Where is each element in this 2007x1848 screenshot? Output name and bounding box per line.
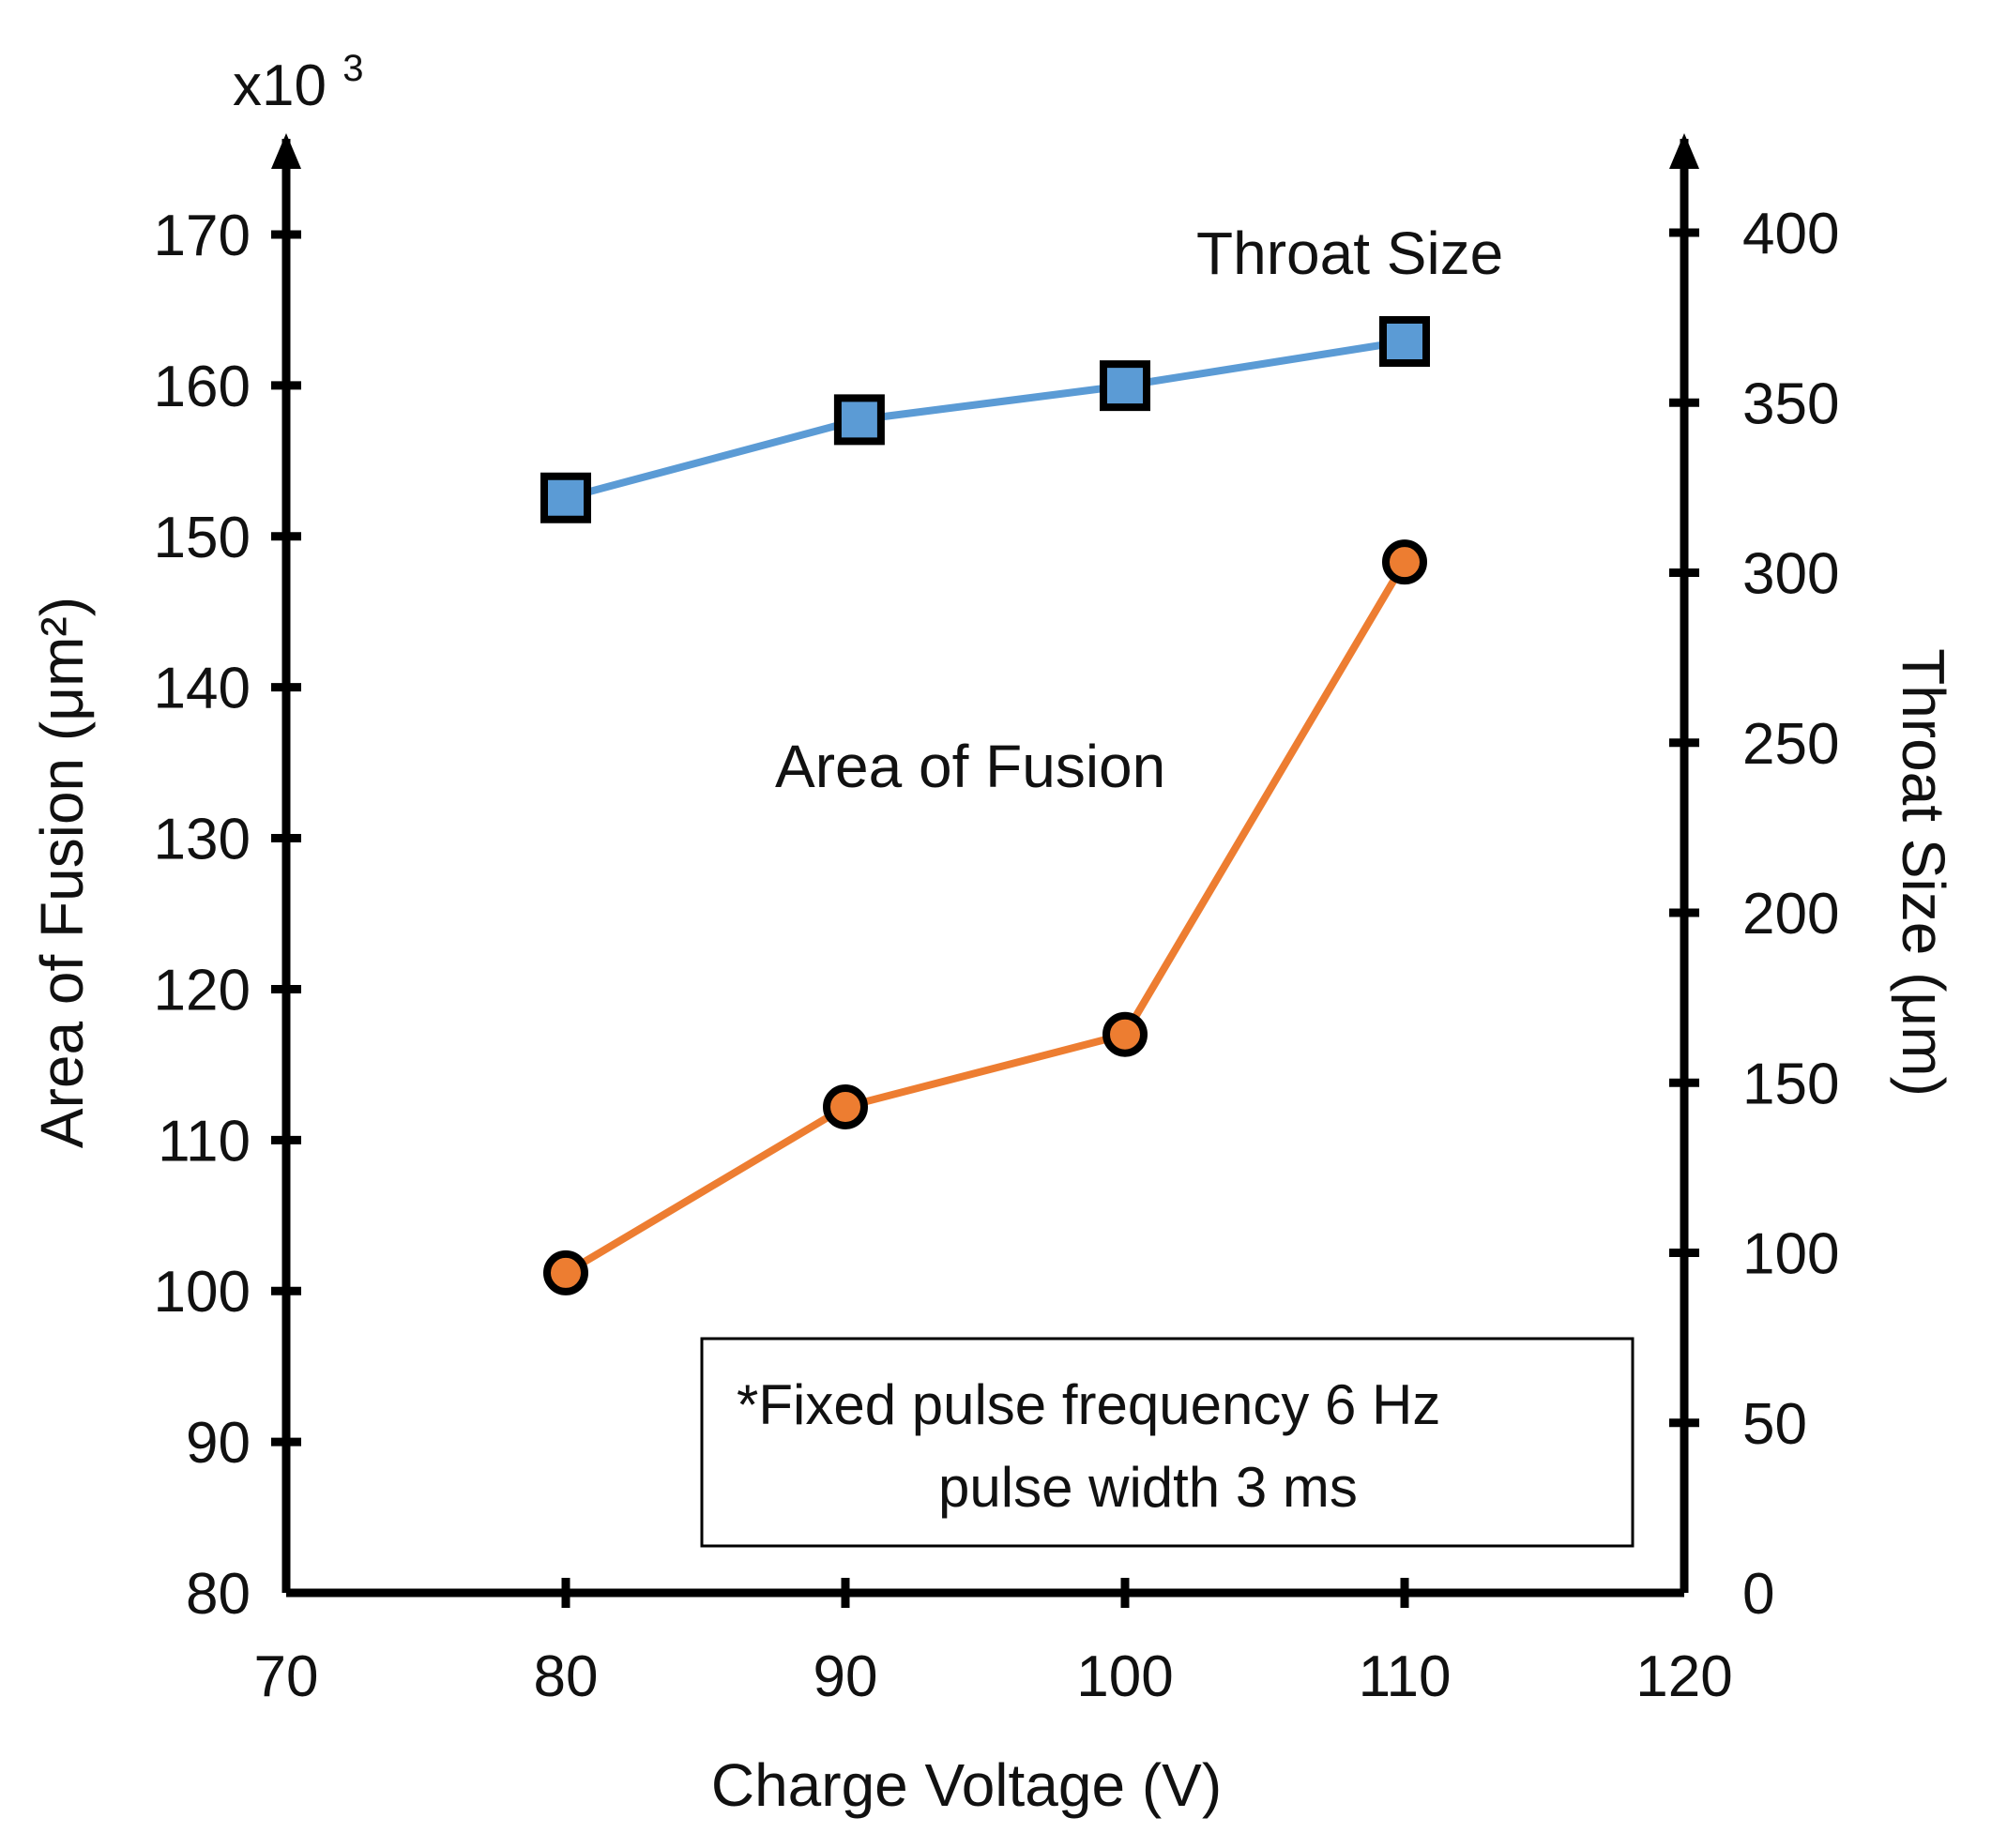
left-y-tick-label: 120 [154, 958, 251, 1022]
left-y-axis-arrow [271, 133, 301, 169]
right-y-ticks-group: 0 50 100 150 200 250 300 350 400 [1669, 202, 1839, 1627]
x-ticks-group: 70 80 90 100 110 120 [254, 1578, 1733, 1709]
x-tick-label: 70 [254, 1644, 319, 1709]
right-y-tick-label: 150 [1742, 1052, 1839, 1116]
throat-size-point [1100, 360, 1150, 412]
right-y-tick-label: 350 [1742, 371, 1839, 436]
right-y-tick-label: 200 [1742, 882, 1839, 947]
x-axis-title: Charge Voltage (V) [711, 1751, 1222, 1819]
right-y-tick-label: 50 [1742, 1392, 1807, 1457]
annotation-box: *Fixed pulse frequency 6 Hz pulse width … [700, 1337, 1634, 1548]
x-tick-label: 90 [813, 1644, 878, 1709]
throat-size-point [540, 472, 591, 523]
right-y-tick-label: 300 [1742, 542, 1839, 607]
left-y-tick-label: 90 [186, 1411, 251, 1476]
area-of-fusion-point [823, 1083, 868, 1129]
throat-size-line [564, 338, 1406, 502]
x-tick-label: 110 [1359, 1644, 1452, 1709]
left-y-tick-label: 160 [154, 355, 251, 419]
right-y-tick-label: 100 [1742, 1222, 1839, 1287]
left-y-tick-label: 170 [154, 204, 251, 268]
x-tick-label: 80 [534, 1644, 599, 1709]
throat-size-point [1379, 316, 1430, 367]
left-y-tick-label: 140 [154, 657, 251, 721]
left-y-axis-title: Area of Fusion (μm²) [28, 597, 96, 1148]
area-of-fusion-point [1382, 539, 1427, 585]
left-y-tick-label: 100 [154, 1260, 251, 1325]
x-tick-label: 100 [1076, 1644, 1173, 1709]
left-y-tick-label: 150 [154, 506, 251, 570]
annotation-border [700, 1337, 1634, 1548]
annotation-line-1: *Fixed pulse frequency 6 Hz [737, 1373, 1440, 1436]
left-y-tick-label: 80 [186, 1562, 251, 1627]
right-y-tick-label: 400 [1742, 202, 1839, 266]
left-y-tick-label: 130 [154, 808, 251, 872]
axes-group [271, 133, 1699, 1598]
right-y-tick-label: 250 [1742, 712, 1839, 777]
area-of-fusion-series-label: Area of Fusion [775, 733, 1165, 800]
left-y-ticks-group: 80 90 100 110 120 130 140 150 160 170 [154, 204, 301, 1627]
y-axis-multiplier-exponent: 3 [342, 48, 363, 89]
area-of-fusion-point [1102, 1011, 1148, 1057]
left-y-tick-label: 110 [158, 1109, 251, 1174]
x-tick-label: 120 [1635, 1644, 1732, 1709]
right-y-tick-label: 0 [1742, 1562, 1774, 1627]
annotation-line-2: pulse width 3 ms [938, 1456, 1358, 1519]
right-y-axis-arrow [1669, 133, 1699, 169]
throat-size-series-label: Throat Size [1196, 220, 1503, 287]
series-group [540, 316, 1430, 1295]
area-of-fusion-line [563, 560, 1408, 1277]
area-of-fusion-point [543, 1250, 588, 1295]
throat-size-point [833, 394, 885, 446]
right-y-axis-title: Throat Size (μm) [1890, 648, 1957, 1097]
y-axis-multiplier: x10 3 [233, 48, 363, 118]
y-axis-multiplier-text: x10 [233, 53, 327, 118]
